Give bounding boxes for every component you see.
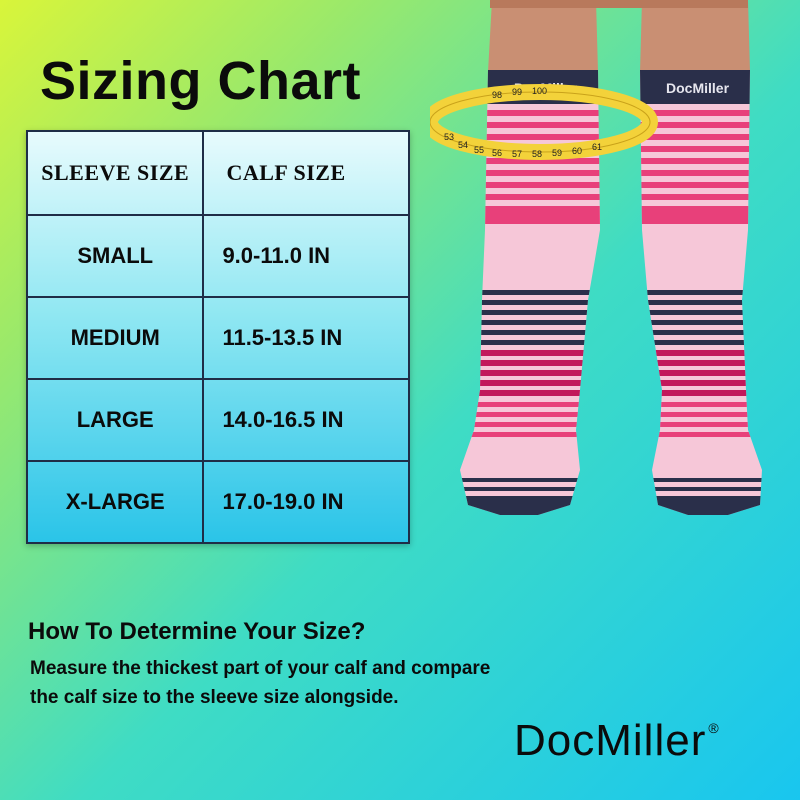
tape-number: 100 <box>532 86 547 96</box>
howto-instructions: Measure the thickest part of your calf a… <box>30 654 590 712</box>
size-cell: MEDIUM <box>25 296 205 380</box>
left-leg-skin <box>488 0 598 72</box>
sizing-table: SLEEVE SIZE CALF SIZE SMALL 9.0-11.0 IN … <box>25 130 410 544</box>
right-leg-skin <box>640 0 750 72</box>
tape-number: 99 <box>512 87 522 97</box>
measuring-tape-icon: 53 54 55 56 57 58 59 60 61 98 99 100 <box>430 84 658 160</box>
brand-logo: DocMiller ® <box>514 716 720 766</box>
tape-number: 58 <box>532 149 542 159</box>
size-cell: X-LARGE <box>25 460 205 544</box>
tape-number: 61 <box>592 142 602 152</box>
tape-number: 59 <box>552 148 562 158</box>
page-title: Sizing Chart <box>40 51 362 111</box>
left-sock <box>460 70 600 515</box>
tape-number: 56 <box>492 148 502 158</box>
right-sock <box>640 70 762 515</box>
brand-name: DocMiller <box>514 716 707 765</box>
right-cuff-brand: DocMiller <box>666 80 730 96</box>
registered-mark: ® <box>708 720 720 736</box>
compression-socks-illustration: DocMiller DocMiller 53 54 55 56 57 58 59… <box>430 0 762 515</box>
header-calf-size: CALF SIZE <box>202 130 410 216</box>
table-header-row: SLEEVE SIZE CALF SIZE <box>25 130 410 216</box>
calf-cell: 9.0-11.0 IN <box>202 214 410 298</box>
table-row: MEDIUM 11.5-13.5 IN <box>25 296 410 380</box>
howto-line-1: Measure the thickest part of your calf a… <box>30 658 491 679</box>
table-row: LARGE 14.0-16.5 IN <box>25 378 410 462</box>
tape-number: 57 <box>512 149 522 159</box>
header-sleeve-size: SLEEVE SIZE <box>25 130 205 216</box>
size-cell: LARGE <box>25 378 205 462</box>
calf-cell: 14.0-16.5 IN <box>202 378 410 462</box>
tape-number: 60 <box>572 146 582 156</box>
tape-number: 54 <box>458 140 468 150</box>
howto-line-2: the calf size to the sleeve size alongsi… <box>30 687 399 708</box>
calf-cell: 11.5-13.5 IN <box>202 296 410 380</box>
tape-number: 53 <box>444 132 454 142</box>
size-cell: SMALL <box>25 214 205 298</box>
howto-heading: How To Determine Your Size? <box>28 618 366 645</box>
tape-number: 98 <box>492 90 502 100</box>
table-row: SMALL 9.0-11.0 IN <box>25 214 410 298</box>
table-row: X-LARGE 17.0-19.0 IN <box>25 460 410 544</box>
calf-cell: 17.0-19.0 IN <box>202 460 410 544</box>
shorts <box>490 0 748 8</box>
tape-number: 55 <box>474 145 484 155</box>
